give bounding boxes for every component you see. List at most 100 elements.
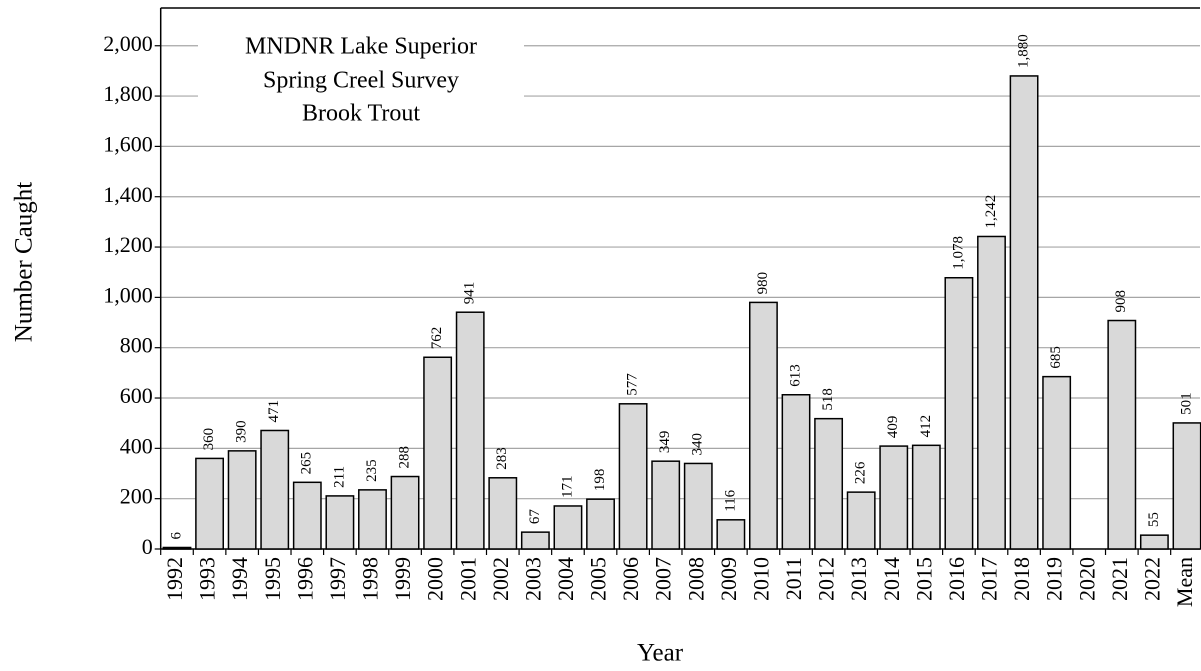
data-label: 360 bbox=[201, 428, 217, 451]
x-tick-label: 2010 bbox=[748, 557, 773, 601]
x-tick-label: 2008 bbox=[683, 557, 708, 601]
y-tick-label: 1,800 bbox=[103, 81, 153, 106]
bar bbox=[879, 445, 909, 550]
x-tick-label: 2012 bbox=[814, 557, 839, 601]
data-label: 518 bbox=[820, 388, 836, 411]
bar bbox=[227, 450, 257, 550]
bar bbox=[814, 417, 844, 550]
data-label: 211 bbox=[331, 466, 347, 488]
x-tick-label: 1999 bbox=[390, 557, 415, 601]
x-tick-label: 2006 bbox=[618, 557, 643, 601]
x-tick-label: 2009 bbox=[716, 557, 741, 601]
x-tick-label: 1997 bbox=[325, 557, 350, 601]
bar bbox=[260, 429, 290, 550]
x-tick-label: 2005 bbox=[586, 557, 611, 601]
x-tick-label: 2004 bbox=[553, 557, 578, 601]
x-tick-label: 2014 bbox=[879, 557, 904, 601]
data-label: 980 bbox=[755, 272, 771, 295]
x-tick-label: 2000 bbox=[423, 557, 448, 601]
x-tick-label: 2019 bbox=[1042, 557, 1067, 601]
bar bbox=[455, 311, 485, 550]
x-tick-label: 2022 bbox=[1139, 557, 1164, 601]
y-axis-title: Number Caught bbox=[11, 182, 38, 342]
title-box bbox=[198, 28, 524, 140]
x-tick-label: 2002 bbox=[488, 557, 513, 601]
data-label: 412 bbox=[918, 415, 934, 438]
bar bbox=[748, 301, 778, 550]
bar bbox=[586, 498, 615, 550]
x-tick-label: 1993 bbox=[195, 557, 220, 601]
x-tick-label: 1995 bbox=[260, 557, 285, 601]
bar bbox=[358, 489, 387, 550]
bar bbox=[1172, 422, 1201, 550]
bar bbox=[944, 276, 974, 550]
data-label: 283 bbox=[494, 447, 510, 470]
y-tick-label: 0 bbox=[142, 534, 153, 559]
data-label: 340 bbox=[690, 433, 706, 456]
x-tick-label: 2021 bbox=[1107, 557, 1132, 601]
x-tick-label: 1996 bbox=[292, 557, 317, 601]
x-axis-title: Year bbox=[637, 640, 684, 667]
y-tick-label: 400 bbox=[120, 433, 153, 458]
data-label: 55 bbox=[1146, 512, 1162, 527]
x-tick-label: 2020 bbox=[1074, 557, 1099, 601]
chart-title: Spring Creel Survey bbox=[263, 68, 459, 94]
x-tick-label: 2017 bbox=[977, 557, 1002, 601]
data-label: 762 bbox=[429, 327, 445, 350]
bar bbox=[651, 460, 681, 550]
data-label: 1,078 bbox=[950, 236, 966, 270]
data-label: 501 bbox=[1178, 392, 1194, 415]
bar bbox=[781, 394, 811, 550]
bar bbox=[1042, 375, 1072, 550]
x-tick-label: 2016 bbox=[944, 557, 969, 601]
data-label: 198 bbox=[592, 469, 608, 492]
bar bbox=[520, 531, 550, 550]
bar bbox=[683, 462, 713, 550]
data-label: 613 bbox=[787, 364, 803, 387]
y-tick-label: 1,400 bbox=[103, 182, 153, 207]
data-label: 6 bbox=[168, 531, 184, 539]
data-label: 265 bbox=[299, 452, 315, 475]
data-label: 1,242 bbox=[983, 195, 999, 229]
x-tick-label: 2003 bbox=[520, 557, 545, 601]
x-tick-label: 2013 bbox=[846, 557, 871, 601]
data-label: 685 bbox=[1048, 346, 1064, 369]
y-tick-label: 1,200 bbox=[103, 232, 153, 257]
data-label: 349 bbox=[657, 431, 673, 454]
grid bbox=[160, 45, 1200, 500]
y-tick-label: 1,000 bbox=[103, 282, 153, 307]
data-label: 67 bbox=[527, 509, 543, 525]
x-tick-label: 1992 bbox=[162, 557, 187, 601]
bar bbox=[977, 235, 1006, 550]
x-tick-label: 1994 bbox=[227, 557, 252, 601]
bar bbox=[911, 444, 941, 550]
chart-title: MNDNR Lake Superior bbox=[245, 34, 477, 60]
data-label: 471 bbox=[266, 400, 282, 423]
bar bbox=[162, 546, 192, 550]
chart-title: Brook Trout bbox=[302, 101, 420, 127]
x-tick-label: 1998 bbox=[358, 557, 383, 601]
y-tick-label: 800 bbox=[120, 333, 153, 358]
data-label: 288 bbox=[396, 446, 412, 469]
bar bbox=[325, 495, 355, 550]
bar bbox=[488, 477, 518, 550]
bar bbox=[1139, 534, 1169, 550]
x-tick-label: 2015 bbox=[911, 557, 936, 601]
data-label: 577 bbox=[625, 373, 641, 396]
bar bbox=[716, 519, 746, 550]
x-tick-label: 2018 bbox=[1009, 557, 1034, 601]
bar bbox=[618, 403, 648, 550]
x-tick-label: 2001 bbox=[455, 557, 480, 601]
bar bbox=[1107, 319, 1137, 550]
data-label: 908 bbox=[1113, 290, 1129, 313]
data-label: 226 bbox=[853, 461, 869, 484]
x-tick-label: Mean bbox=[1172, 557, 1197, 607]
x-tick-label: 2011 bbox=[781, 557, 806, 600]
data-label: 171 bbox=[559, 475, 575, 498]
y-tick-label: 200 bbox=[120, 484, 153, 509]
bar bbox=[1009, 75, 1039, 550]
data-label: 409 bbox=[885, 416, 901, 439]
data-label: 116 bbox=[722, 489, 738, 511]
data-label: 941 bbox=[462, 282, 478, 305]
